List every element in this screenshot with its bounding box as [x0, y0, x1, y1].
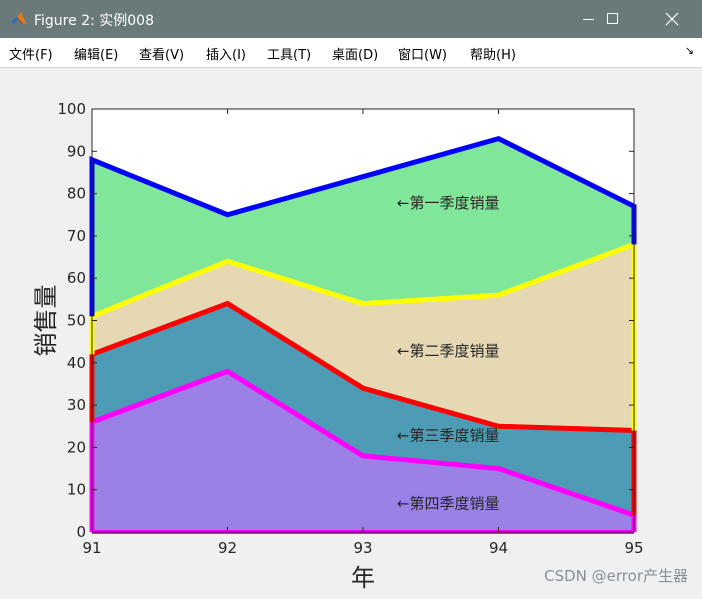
- close-icon: [665, 12, 679, 26]
- menu-edit[interactable]: 编辑(E): [74, 48, 119, 63]
- x-tick-label: 91: [82, 539, 101, 557]
- maximize-button[interactable]: [590, 0, 636, 38]
- x-tick-label: 93: [353, 539, 372, 557]
- menu-desktop[interactable]: 桌面(D): [332, 48, 379, 63]
- annotation-label: ←第三季度销量: [397, 427, 500, 445]
- y-tick-label: 0: [76, 523, 86, 541]
- watermark-text: CSDN @error产生器: [544, 567, 688, 585]
- matlab-logo-icon: [11, 12, 27, 25]
- y-tick-label: 100: [57, 100, 86, 118]
- area-fill-series-3: [92, 244, 634, 431]
- y-axis-label: 销售量: [32, 285, 60, 357]
- annotation-label: ←第二季度销量: [397, 342, 500, 360]
- menu-insert[interactable]: 插入(I): [206, 48, 246, 63]
- minimize-icon: [583, 19, 594, 20]
- area-fill-series-2: [92, 303, 634, 516]
- menu-file[interactable]: 文件(F): [9, 48, 53, 63]
- title-bar: Figure 2: 实例008: [0, 0, 702, 38]
- y-tick-label: 60: [67, 269, 86, 287]
- y-tick-label: 80: [67, 185, 86, 203]
- menu-window[interactable]: 窗口(W): [398, 48, 447, 63]
- annotation-label: ←第四季度销量: [397, 494, 500, 512]
- menu-tools[interactable]: 工具(T): [267, 48, 312, 63]
- x-tick-label: 92: [218, 539, 237, 557]
- area-chart: 91 92 93 94 95 0 10 20 30 40 50 60 70 80 90 100 ←第一季度销量…: [32, 100, 644, 592]
- x-tick-label: 94: [489, 539, 508, 557]
- y-tick-label: 90: [67, 142, 86, 160]
- maximize-icon: [607, 13, 618, 24]
- x-tick-label: 95: [624, 539, 643, 557]
- menu-view[interactable]: 查看(V): [139, 48, 185, 63]
- dock-arrow-icon[interactable]: ↘: [684, 44, 694, 57]
- y-tick-label: 10: [67, 481, 86, 499]
- menu-bar: 文件(F) 编辑(E) 查看(V) 插入(I) 工具(T) 桌面(D) 窗口(W…: [0, 38, 702, 68]
- minimize-button[interactable]: [566, 0, 612, 38]
- y-tick-label: 70: [67, 227, 86, 245]
- close-button[interactable]: [649, 0, 695, 38]
- y-tick-label: 50: [67, 312, 86, 330]
- menu-help[interactable]: 帮助(H): [470, 48, 516, 63]
- window-title: Figure 2: 实例008: [34, 13, 154, 29]
- annotation-label: ←第一季度销量: [397, 194, 500, 212]
- y-tick-label: 30: [67, 396, 86, 414]
- x-axis-label: 年: [351, 564, 375, 592]
- area-fill-series-1: [92, 371, 634, 532]
- area-fill-series-4: [92, 138, 634, 317]
- y-tick-label: 40: [67, 354, 86, 372]
- y-tick-label: 20: [67, 438, 86, 456]
- figure-area: 91 92 93 94 95 0 10 20 30 40 50 60 70 80 90 100 ←第一季度销量…: [0, 68, 702, 595]
